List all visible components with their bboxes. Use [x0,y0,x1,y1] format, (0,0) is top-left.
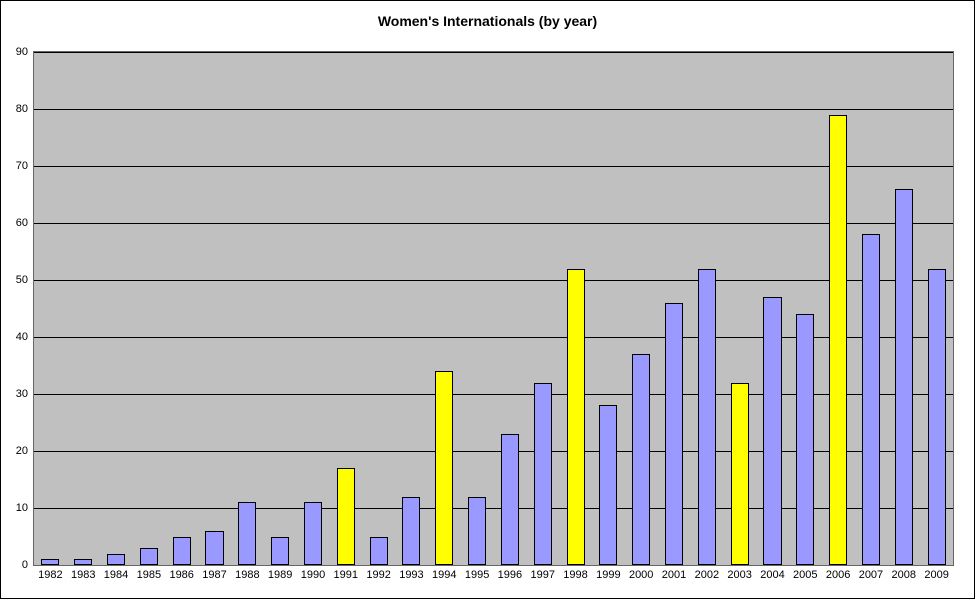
bar [665,303,683,565]
bar [632,354,650,565]
bar [928,269,946,565]
y-axis-label: 70 [16,160,28,172]
bar [862,234,880,565]
plot-background: 0102030405060708090198219831984198519861… [33,51,954,566]
bar [501,434,519,565]
gridline [34,451,953,452]
x-axis-label: 2006 [826,569,850,581]
bar [337,468,355,565]
bar [796,314,814,565]
y-axis-label: 40 [16,331,28,343]
gridline [34,52,953,53]
chart-container: Women's Internationals (by year) 0102030… [0,0,975,599]
x-axis-label: 2004 [760,569,784,581]
y-axis-label: 90 [16,46,28,58]
x-axis-label: 1986 [169,569,193,581]
x-axis-label: 1988 [235,569,259,581]
gridline [34,394,953,395]
y-axis-label: 60 [16,217,28,229]
x-axis-label: 2005 [793,569,817,581]
gridline [34,508,953,509]
x-axis-label: 1982 [38,569,62,581]
bar [370,537,388,566]
bar [74,559,92,565]
y-axis-label: 10 [16,502,28,514]
x-axis-label: 1987 [202,569,226,581]
bar [895,189,913,565]
y-axis-label: 0 [22,559,28,571]
x-axis-label: 1995 [465,569,489,581]
bar [763,297,781,565]
y-axis-label: 80 [16,103,28,115]
gridline [34,280,953,281]
bar [140,548,158,565]
bar [534,383,552,565]
x-axis-label: 2009 [924,569,948,581]
x-axis-label: 2000 [629,569,653,581]
x-axis-label: 1999 [596,569,620,581]
bar [205,531,223,565]
bar [173,537,191,566]
bar [567,269,585,565]
x-axis-label: 1998 [563,569,587,581]
x-axis-label: 1997 [530,569,554,581]
x-axis-label: 1996 [498,569,522,581]
x-axis-label: 1985 [137,569,161,581]
x-axis-label: 2002 [695,569,719,581]
gridline [34,223,953,224]
bar [41,559,59,565]
plot-area: 0102030405060708090198219831984198519861… [33,51,954,566]
x-axis-label: 2001 [662,569,686,581]
chart-title: Women's Internationals (by year) [1,13,974,29]
bar [599,405,617,565]
bar [304,502,322,565]
bar [271,537,289,566]
gridline [34,166,953,167]
bar [107,554,125,565]
x-axis-label: 2007 [859,569,883,581]
x-axis-label: 1984 [104,569,128,581]
x-axis-label: 1983 [71,569,95,581]
y-axis-label: 30 [16,388,28,400]
y-axis-label: 50 [16,274,28,286]
gridline [34,109,953,110]
bar [238,502,256,565]
bar [402,497,420,565]
x-axis-label: 2003 [727,569,751,581]
x-axis-label: 1992 [366,569,390,581]
bar [829,115,847,565]
x-axis-label: 1990 [301,569,325,581]
bar [731,383,749,565]
x-axis-label: 2008 [892,569,916,581]
x-axis-label: 1989 [268,569,292,581]
x-axis-label: 1993 [399,569,423,581]
gridline [34,337,953,338]
x-axis-label: 1994 [432,569,456,581]
bar [435,371,453,565]
bar [468,497,486,565]
bar [698,269,716,565]
x-axis-label: 1991 [334,569,358,581]
y-axis-label: 20 [16,445,28,457]
